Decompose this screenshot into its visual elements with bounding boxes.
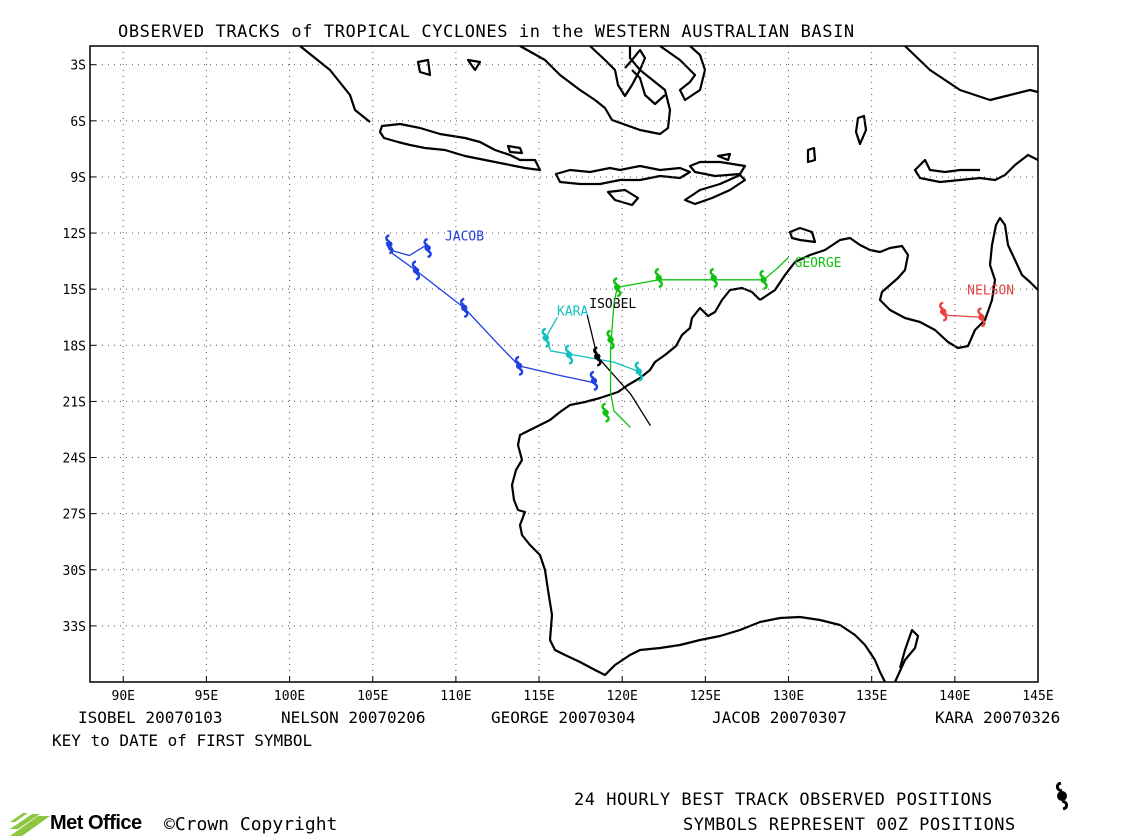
cyclone-symbol-jacob — [423, 237, 432, 259]
lat-tick-label: 3S — [70, 59, 86, 74]
lat-tick-label: 15S — [63, 283, 86, 298]
cyclone-symbol-george — [601, 402, 610, 423]
lat-tick-label: 9S — [70, 171, 86, 186]
coast-spencer-gulf — [893, 628, 920, 683]
cyclone-symbol-isobel — [593, 346, 602, 367]
cyclone-symbol-george — [613, 277, 622, 298]
coast-sulawesi — [589, 45, 647, 98]
map-frame — [89, 45, 1039, 683]
track-label-nelson: NELSON — [967, 284, 1014, 299]
island-melville — [788, 226, 817, 244]
cyclone-symbol-kara — [564, 344, 574, 365]
coast-java — [378, 122, 542, 172]
lat-tick-label: 21S — [63, 395, 86, 410]
graticule — [90, 46, 1039, 682]
lon-tick-label: 95E — [195, 689, 218, 704]
lon-tick-label: 125E — [690, 689, 721, 704]
cyclone-symbol-george — [709, 267, 718, 289]
track-label-george: GEORGE — [795, 256, 842, 271]
cyclone-symbol-jacob — [411, 260, 421, 281]
coast-australia-west — [510, 286, 886, 683]
cyclone-symbol-george — [759, 269, 768, 290]
coast-flores — [688, 160, 747, 178]
lon-tick-label: 145E — [1022, 689, 1053, 704]
lon-tick-label: 120E — [607, 689, 638, 704]
island-small1 — [466, 58, 482, 72]
met-office-logo-icon — [10, 813, 50, 836]
track-isobel — [586, 315, 652, 427]
coast-sumatra — [299, 45, 371, 123]
cyclone-symbol-icon — [1055, 782, 1069, 810]
footer-symbols-note: SYMBOLS REPRESENT 00Z POSITIONS — [683, 815, 1016, 835]
cyclone-tracks: JACOB KARA ISOBEL GEORGE NELSON — [385, 230, 1014, 429]
lat-tick-label: 30S — [63, 564, 86, 579]
map-title: OBSERVED TRACKS of TROPICAL CYCLONES in … — [118, 22, 855, 42]
axis-labels: 90E 95E 100E 105E 110E 115E 120E 125E 130E 135E 14… — [63, 59, 1054, 704]
island-sumba — [606, 188, 640, 207]
coast-borneo — [519, 45, 672, 136]
lon-tick-label: 115E — [523, 689, 554, 704]
lat-tick-label: 6S — [70, 115, 86, 130]
met-office-brand: Met Office — [50, 812, 142, 834]
lon-tick-label: 105E — [357, 689, 388, 704]
track-kara — [544, 316, 640, 373]
lon-tick-label: 110E — [440, 689, 471, 704]
coast-australia-nw — [759, 216, 1039, 350]
coast-sulawesi-2 — [631, 69, 666, 106]
island-small4 — [854, 114, 868, 146]
coast-borneo-east — [659, 45, 707, 102]
lat-tick-label: 12S — [63, 227, 86, 242]
coast-new-guinea — [904, 45, 1039, 102]
cyclone-symbol-jacob — [385, 234, 394, 255]
cyclone-symbol-nelson — [977, 307, 986, 328]
key-george: GEORGE 20070304 — [491, 708, 636, 727]
lat-tick-label: 24S — [63, 452, 86, 467]
track-label-jacob: JACOB — [445, 230, 484, 245]
coast-timor — [683, 173, 747, 206]
lon-tick-label: 100E — [274, 689, 305, 704]
coast-new-guinea-south — [913, 153, 1039, 184]
island-small2 — [716, 152, 732, 162]
lon-tick-label: 140E — [939, 689, 970, 704]
cyclone-symbol-kara — [541, 327, 550, 348]
key-isobel: ISOBEL 20070103 — [78, 708, 223, 727]
cyclone-symbol-george — [654, 267, 663, 289]
island-bangka — [416, 58, 432, 77]
copyright-notice: ©Crown Copyright — [164, 814, 338, 835]
cyclone-symbol-jacob — [460, 297, 469, 319]
cyclone-symbol-jacob — [589, 370, 599, 391]
key-nelson: NELSON 20070206 — [281, 708, 426, 727]
lon-tick-label: 135E — [856, 689, 887, 704]
track-label-isobel: ISOBEL — [589, 297, 636, 312]
lat-tick-label: 27S — [63, 508, 86, 523]
footer-best-track: 24 HOURLY BEST TRACK OBSERVED POSITIONS — [574, 790, 993, 810]
track-george — [609, 256, 789, 429]
axis-ticks — [90, 64, 1039, 682]
island-small3 — [806, 146, 817, 164]
cyclone-symbol-nelson — [939, 301, 948, 322]
track-label-kara: KARA — [557, 304, 588, 319]
key-kara: KARA 20070326 — [935, 708, 1061, 727]
cyclone-symbol-jacob — [514, 355, 524, 377]
lon-tick-label: 130E — [773, 689, 804, 704]
lat-tick-label: 18S — [63, 339, 86, 354]
key-title: KEY to DATE of FIRST SYMBOL — [52, 731, 313, 750]
lon-tick-label: 90E — [112, 689, 135, 704]
lat-tick-label: 33S — [63, 620, 86, 635]
cyclone-symbol-kara — [634, 361, 644, 382]
key-jacob: JACOB 20070307 — [712, 708, 847, 727]
coast-lesser-sunda — [554, 164, 692, 186]
coastlines — [299, 45, 1039, 683]
track-nelson — [942, 311, 982, 318]
cyclone-symbol-george — [606, 329, 615, 350]
island-madura — [506, 144, 524, 155]
